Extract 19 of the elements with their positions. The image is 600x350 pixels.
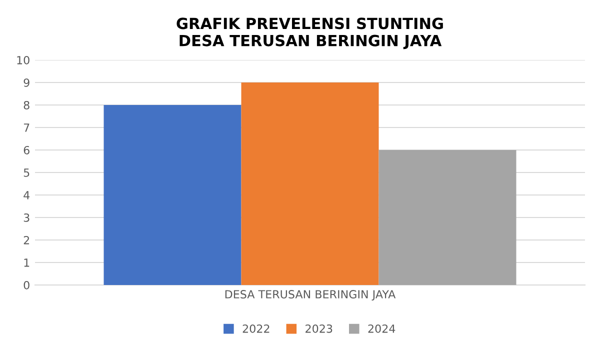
y-tick-label: 1 [24, 258, 30, 267]
legend-label: 2022 [242, 324, 270, 333]
y-tick-label: 10 [17, 56, 30, 64]
bar [104, 105, 242, 285]
bar [378, 150, 516, 285]
y-tick-label: 6 [24, 146, 30, 154]
chart-title: GRAFIK PREVELENSI STUNTING DESA TERUSAN BERINGIN JAYA [176, 18, 443, 50]
y-tick-label: 2 [24, 236, 30, 244]
y-tick-label: 4 [24, 191, 30, 200]
y-tick-label: 9 [24, 78, 30, 87]
legend-label: 2024 [368, 324, 396, 333]
legend-label: 2023 [306, 324, 332, 333]
x-tick-label: DESA TERUSAN BERINGIN JAYA [225, 290, 396, 301]
y-tick-label: 5 [24, 168, 30, 177]
bar [241, 82, 379, 285]
y-tick-label: 3 [24, 213, 30, 222]
y-tick-label: 0 [24, 280, 30, 290]
y-tick-label: 8 [24, 100, 30, 110]
y-tick-label: 7 [24, 124, 30, 132]
